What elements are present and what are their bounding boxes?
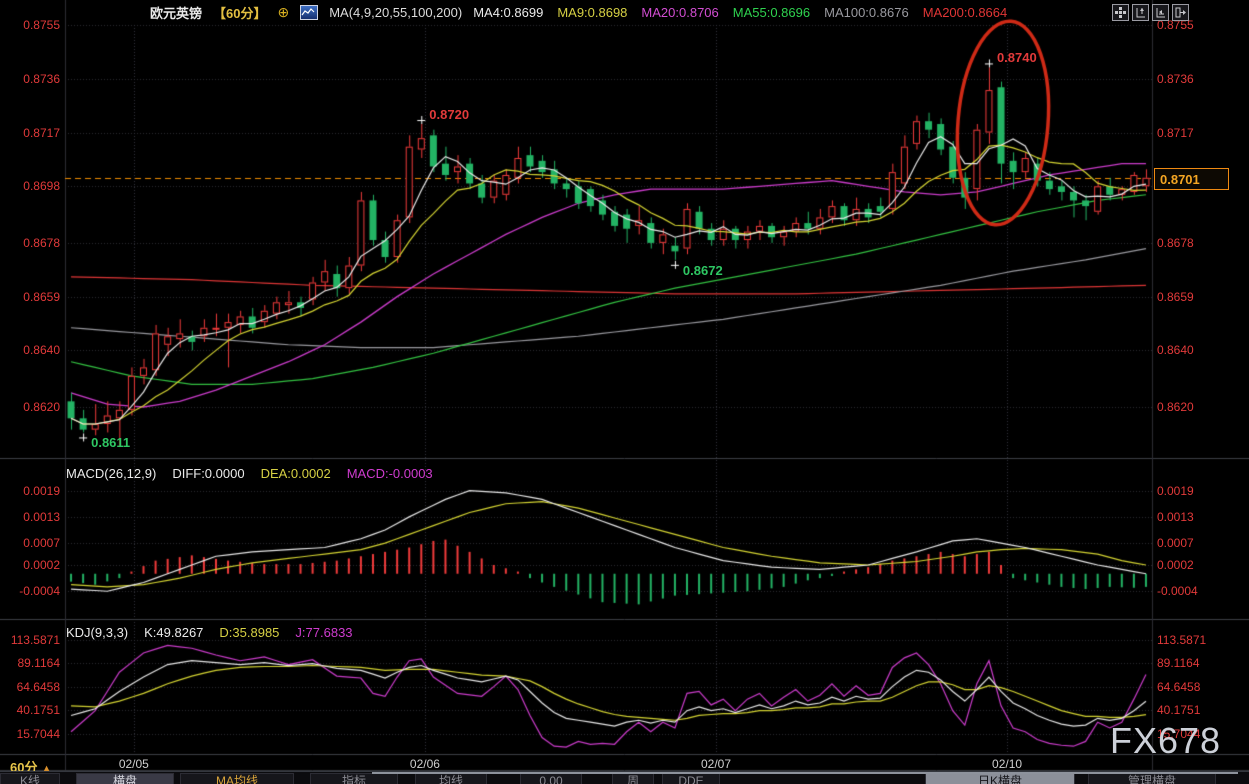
kdj-value: J:77.6833 xyxy=(295,625,353,640)
macd-value: DIFF:0.0000 xyxy=(172,466,245,481)
ma-value: MA200:0.8664 xyxy=(922,4,1008,20)
instrument-title: 欧元英镑 xyxy=(150,5,203,21)
macd-y-axis-label-right: 0.0007 xyxy=(1157,536,1194,551)
current-price-tag: 0.8701 xyxy=(1154,168,1229,190)
kdj-header: KDJ(9,3,3) K:49.8267 D:35.8985 J:77.6833 xyxy=(66,626,353,640)
x-axis-date-label: 02/10 xyxy=(992,757,1023,771)
circle-plus-icon[interactable]: ⊕ xyxy=(277,3,290,20)
kdj-y-axis-label-right: 89.1164 xyxy=(1157,656,1200,671)
axis-scale-right-icon[interactable] xyxy=(1152,4,1169,21)
macd-y-axis-label-left: -0.0004 xyxy=(19,584,60,599)
bottom-toolbar-tab[interactable]: 0.00 xyxy=(520,773,582,784)
main-y-axis-label-left: 0.8717 xyxy=(23,125,60,140)
ma-value: MA100:0.8676 xyxy=(824,4,909,20)
price-extreme-label: 0.8720 xyxy=(429,107,470,123)
bottom-toolbar-tab[interactable]: 指标 xyxy=(310,773,398,784)
ma-value: MA20:0.8706 xyxy=(641,4,719,20)
bottom-toolbar-tab[interactable]: 周 xyxy=(612,773,654,784)
macd-y-axis-label-left: 0.0007 xyxy=(23,536,60,551)
exit-panel-icon[interactable] xyxy=(1172,4,1189,21)
ma-value: MA9:0.8698 xyxy=(557,4,628,20)
ma-value: MA55:0.8696 xyxy=(732,4,811,20)
main-y-axis-label-left: 0.8659 xyxy=(23,289,60,304)
kdj-y-axis-label-right: 40.1751 xyxy=(1157,703,1201,718)
macd-y-axis-label-right: 0.0002 xyxy=(1157,558,1194,572)
bottom-toolbar-tab[interactable]: DDE xyxy=(662,773,720,784)
kdj-value: K:49.8267 xyxy=(144,625,204,640)
macd-value: MACD:-0.0003 xyxy=(346,466,433,481)
macd-value: DEA:0.0002 xyxy=(260,466,331,481)
main-y-axis-label-left: 0.8678 xyxy=(23,235,60,250)
main-y-axis-label-left: 0.8620 xyxy=(23,400,60,414)
ma-values: MA4:0.8699 MA9:0.8698 MA20:0.8706 MA55:0.86… xyxy=(473,5,1007,20)
kdj-y-axis-label-left: 40.1751 xyxy=(16,703,60,718)
ma-value: MA4:0.8699 xyxy=(473,4,544,20)
chart-header: 欧元英镑 【60分】 ⊕ MA(4,9,20,55,100,200) MA4:0… xyxy=(150,3,1007,21)
axis-scale-up-icon[interactable] xyxy=(1132,4,1149,21)
bottom-toolbar-tab[interactable]: 横盘 xyxy=(76,773,174,784)
macd-y-axis-label-left: 0.0002 xyxy=(23,558,60,572)
main-y-axis-label-left: 0.8640 xyxy=(23,343,60,358)
main-y-axis-label-right: 0.8678 xyxy=(1157,235,1194,250)
x-axis-date-label: 02/05 xyxy=(118,757,149,771)
kdj-y-axis-label-left: 64.6458 xyxy=(16,679,60,694)
kdj-params-label: KDJ(9,3,3) xyxy=(66,625,129,640)
macd-y-axis-label-left: 0.0013 xyxy=(23,509,60,524)
main-y-axis-label-left: 0.8736 xyxy=(23,71,60,86)
macd-y-axis-label-right: 0.0019 xyxy=(1157,483,1194,498)
main-y-axis-label-right: 0.8620 xyxy=(1157,400,1194,414)
price-extreme-label: 0.8740 xyxy=(996,50,1037,66)
x-axis-date-label: 02/07 xyxy=(700,757,731,771)
x-axis-date-label: 02/06 xyxy=(409,757,440,771)
watermark: FX678 xyxy=(1110,720,1222,761)
main-y-axis-label-right: 0.8736 xyxy=(1157,71,1194,86)
macd-y-axis-label-right: -0.0004 xyxy=(1157,584,1198,599)
main-y-axis-label-left: 0.8698 xyxy=(23,179,60,194)
crosshair-icon[interactable] xyxy=(1112,4,1129,21)
main-y-axis-label-right: 0.8659 xyxy=(1157,289,1194,304)
macd-header: MACD(26,12,9) DIFF:0.0000 DEA:0.0002 MACD:… xyxy=(66,467,433,481)
bottom-toolbar-tab[interactable]: MA均线 xyxy=(180,773,294,784)
macd-y-axis-label-right: 0.0013 xyxy=(1157,509,1194,524)
kdj-value: D:35.8985 xyxy=(219,625,280,640)
kdj-y-axis-label-left: 89.1164 xyxy=(17,656,61,671)
period-up-triangle-icon: ▲ xyxy=(41,763,52,775)
bottom-toolbar-tab[interactable]: K线 xyxy=(0,773,60,784)
kdj-y-axis-label-left: 113.5871 xyxy=(10,632,60,647)
macd-params-label: MACD(26,12,9) xyxy=(66,466,157,481)
price-extreme-label: 0.8672 xyxy=(682,262,723,278)
main-y-axis-label-right: 0.8755 xyxy=(1157,18,1194,32)
kdj-y-axis-label-right: 113.5871 xyxy=(1157,632,1207,647)
chart-window-controls xyxy=(1112,4,1189,21)
macd-y-axis-label-left: 0.0019 xyxy=(23,483,60,498)
kdj-y-axis-label-left: 15.7044 xyxy=(16,727,60,741)
kdj-y-axis-label-right: 64.6458 xyxy=(1157,679,1201,694)
bottom-toolbar-tab[interactable]: 日K横盘 xyxy=(925,773,1075,784)
kdj-y-axis-label-right: 15.7044 xyxy=(1157,727,1201,741)
price-extreme-label: 0.8611 xyxy=(91,435,131,451)
mini-chart-icon[interactable] xyxy=(300,4,319,20)
ma-settings-label: MA(4,9,20,55,100,200) xyxy=(329,4,463,20)
bottom-toolbar-tab[interactable]: 均线 xyxy=(415,773,487,784)
main-y-axis-label-right: 0.8640 xyxy=(1157,343,1194,358)
kdj-values: K:49.8267 D:35.8985 J:77.6833 xyxy=(144,626,352,640)
main-y-axis-label-right: 0.8717 xyxy=(1157,125,1194,140)
macd-values: DIFF:0.0000 DEA:0.0002 MACD:-0.0003 xyxy=(172,467,432,481)
bottom-toolbar-tab[interactable]: 管理横盘 xyxy=(1088,773,1216,784)
timeframe-label: 【60分】 xyxy=(213,5,267,21)
main-y-axis-label-left: 0.8755 xyxy=(23,18,60,32)
horizontal-scrollbar[interactable] xyxy=(372,772,1238,774)
